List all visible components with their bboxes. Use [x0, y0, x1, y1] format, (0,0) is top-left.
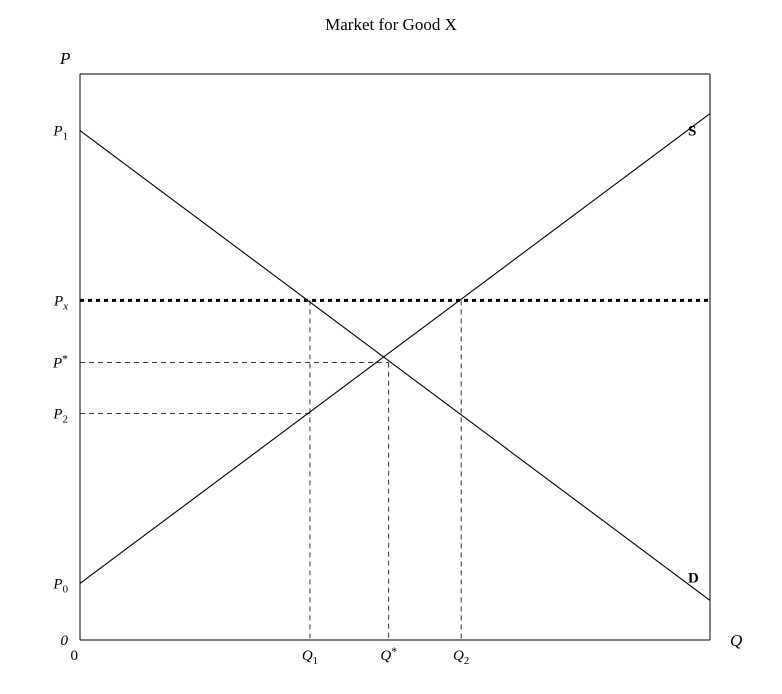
axis-label-p: P — [59, 49, 70, 68]
svg-text:0: 0 — [61, 633, 69, 649]
ytick-zeroY: 0 — [61, 633, 69, 649]
chart-title: Market for Good X — [325, 15, 457, 34]
demand-label: D — [688, 570, 699, 586]
supply-label: S — [688, 124, 696, 140]
axis-label-q: Q — [730, 631, 742, 650]
chart-svg: Market for Good XDSPQP1PxP*P2P000Q1Q*Q2 — [0, 0, 782, 694]
plot-bg — [0, 0, 782, 694]
xtick-zeroX: 0 — [71, 648, 79, 664]
